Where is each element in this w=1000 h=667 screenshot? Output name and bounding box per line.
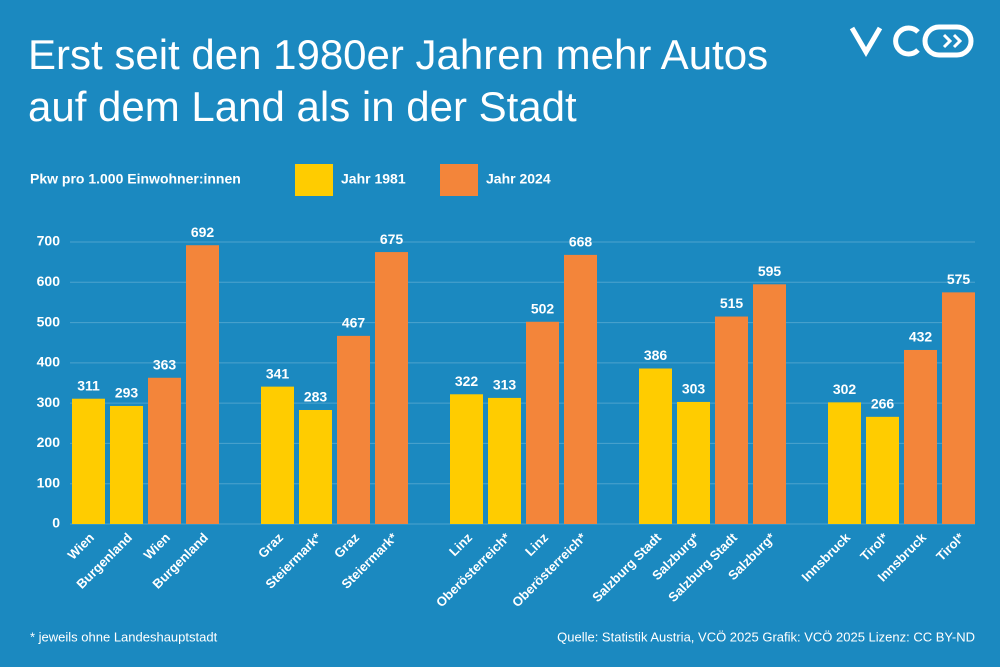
bar xyxy=(942,292,975,524)
value-label: 432 xyxy=(909,329,933,345)
bar xyxy=(526,321,559,524)
bar xyxy=(261,386,294,524)
bar xyxy=(753,284,786,524)
y-tick-label: 700 xyxy=(37,233,61,249)
y-axis-label: Pkw pro 1.000 Einwohner:innen xyxy=(30,171,241,187)
y-tick-label: 500 xyxy=(37,313,61,329)
y-tick-label: 200 xyxy=(37,434,61,450)
y-tick-label: 400 xyxy=(37,354,61,370)
bar xyxy=(299,409,332,524)
bar xyxy=(186,245,219,525)
bar xyxy=(715,316,748,524)
value-label: 668 xyxy=(569,234,593,250)
value-label: 293 xyxy=(115,385,139,401)
bar xyxy=(866,416,899,524)
value-label: 363 xyxy=(153,356,177,372)
bar xyxy=(828,402,861,524)
value-label: 575 xyxy=(947,271,971,287)
y-tick-label: 100 xyxy=(37,474,61,490)
legend-label: Jahr 2024 xyxy=(486,171,551,187)
source: Quelle: Statistik Austria, VCÖ 2025 Graf… xyxy=(557,629,975,644)
value-label: 302 xyxy=(833,381,857,397)
bar xyxy=(110,405,143,524)
bar xyxy=(488,397,521,524)
value-label: 515 xyxy=(720,295,744,311)
value-label: 341 xyxy=(266,365,290,381)
bar xyxy=(72,398,105,524)
y-tick-label: 300 xyxy=(37,394,61,410)
value-label: 283 xyxy=(304,389,328,405)
bar xyxy=(148,377,181,524)
bar xyxy=(904,349,937,524)
value-label: 386 xyxy=(644,347,668,363)
value-label: 467 xyxy=(342,315,366,331)
value-label: 313 xyxy=(493,377,517,393)
value-label: 303 xyxy=(682,381,706,397)
value-label: 311 xyxy=(77,377,100,393)
legend-label: Jahr 1981 xyxy=(341,171,406,187)
bar xyxy=(639,368,672,524)
logo xyxy=(849,24,974,58)
y-tick-label: 0 xyxy=(52,515,60,531)
value-label: 595 xyxy=(758,263,782,279)
bar xyxy=(450,394,483,524)
value-label: 322 xyxy=(455,373,479,389)
legend-swatch xyxy=(295,164,333,196)
value-label: 502 xyxy=(531,300,555,316)
bar xyxy=(337,335,370,524)
value-label: 692 xyxy=(191,224,215,240)
legend-swatch xyxy=(440,164,478,196)
bar xyxy=(564,254,597,525)
chart-title: auf dem Land als in der Stadt xyxy=(28,83,577,130)
bar xyxy=(677,401,710,524)
value-label: 675 xyxy=(380,231,404,247)
footnote: * jeweils ohne Landeshauptstadt xyxy=(30,629,218,644)
chart-title: Erst seit den 1980er Jahren mehr Autos xyxy=(28,31,768,78)
value-label: 266 xyxy=(871,396,895,412)
y-tick-label: 600 xyxy=(37,273,61,289)
bar xyxy=(375,252,408,525)
